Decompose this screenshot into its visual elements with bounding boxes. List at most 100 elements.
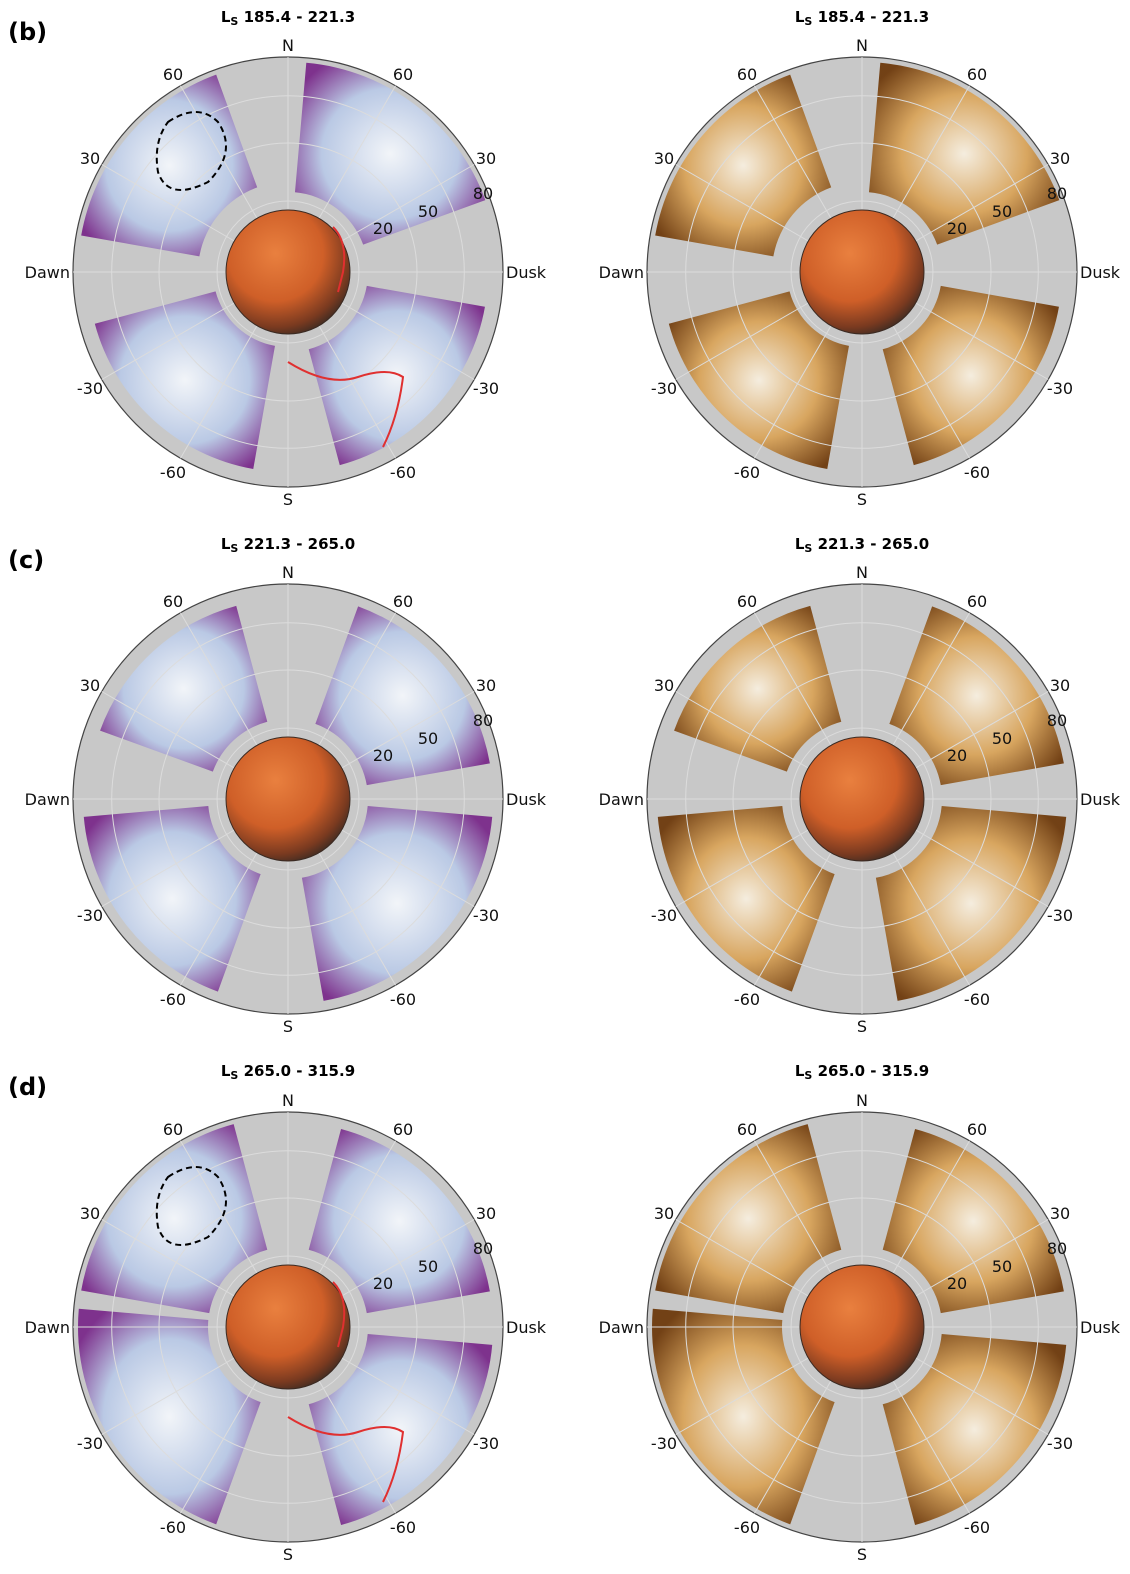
lat-tick-label: 60 [163,1120,183,1139]
radial-tick-label: 50 [992,202,1012,221]
lat-tick-label: 30 [1050,149,1070,168]
panel-title-b-right: LS 185.4 - 221.3 [795,8,929,28]
lat-tick-label: 60 [163,592,183,611]
panel-title-d-left: LS 265.0 - 315.9 [221,1062,355,1082]
axis-north-label: N [856,563,868,582]
axis-north-label: N [856,1091,868,1110]
axis-south-label: S [283,1017,293,1036]
lat-tick-label: -60 [160,463,186,482]
lat-tick-label: 60 [737,65,757,84]
axis-dusk-label: Dusk [1080,263,1121,282]
axis-north-label: N [856,36,868,55]
lat-tick-label: -30 [77,1434,103,1453]
axis-south-label: S [283,490,293,509]
lat-tick-label: 60 [393,65,413,84]
panel-title-d-right: LS 265.0 - 315.9 [795,1062,929,1082]
polar-panel-c-left: NSDawn Dusk60 6030 30-30 -30-60 -60805020 [25,563,547,1036]
axis-north-label: N [282,563,294,582]
lat-tick-label: -60 [160,990,186,1009]
lat-tick-label: 60 [967,65,987,84]
row-label-b: (b) [8,18,47,46]
lat-tick-label: 30 [654,149,674,168]
lat-tick-label: -60 [390,463,416,482]
mars-globe [800,737,924,861]
lat-tick-label: -30 [77,906,103,925]
radial-tick-label: 20 [947,746,967,765]
polar-panels: N S Dawn Dusk 60 60 30 30 -30 -30 -60 -60 80 50 20 N S Da… [25,36,1121,1564]
lat-tick-label: 60 [163,65,183,84]
polar-panel-d-left: N S Dawn Dusk 60 60 30 30 -30 -30 -60 -60 80 50 20 [25,1091,547,1564]
axis-south-label: S [857,1545,867,1564]
radial-tick-label: 50 [418,1257,438,1276]
lat-tick-label: 60 [967,1120,987,1139]
mars-globe [226,737,350,861]
radial-tick-label: 50 [992,1257,1012,1276]
radial-tick-label: 50 [418,202,438,221]
mars-globe [226,1265,350,1389]
lat-tick-label: -30 [1047,906,1073,925]
lat-tick-label: 30 [654,1204,674,1223]
mars-globe [800,210,924,334]
radial-tick-label: 80 [473,184,493,203]
lat-tick-label: 60 [737,1120,757,1139]
axis-dawn-label: Dawn [25,1318,70,1337]
panel-title-c-left: LS 221.3 - 265.0 [221,535,355,555]
radial-tick-label: 80 [1047,1239,1067,1258]
radial-tick-label: 50 [992,729,1012,748]
panel-title-c-right: LS 221.3 - 265.0 [795,535,929,555]
lat-tick-label: -60 [734,463,760,482]
lat-tick-label: -30 [651,906,677,925]
row-label-d: (d) [8,1073,47,1101]
radial-tick-label: 80 [473,711,493,730]
lat-tick-label: -30 [651,379,677,398]
radial-tick-label: 80 [1047,711,1067,730]
axis-dawn-label: Dawn [599,263,644,282]
lat-tick-label: -30 [473,906,499,925]
radial-tick-label: 80 [473,1239,493,1258]
lat-tick-label: -30 [1047,379,1073,398]
lat-tick-label: -30 [77,379,103,398]
axis-dusk-label: Dusk [506,1318,547,1337]
axis-dawn-label: Dawn [25,263,70,282]
lat-tick-label: -60 [964,1518,990,1537]
panel-title-b-left: LS 185.4 - 221.3 [221,8,355,28]
lat-tick-label: -30 [651,1434,677,1453]
lat-tick-label: -30 [473,1434,499,1453]
radial-tick-label: 50 [418,729,438,748]
axis-dawn-label: Dawn [599,790,644,809]
axis-south-label: S [283,1545,293,1564]
lat-tick-label: 60 [737,592,757,611]
lat-tick-label: -30 [1047,1434,1073,1453]
axis-dusk-label: Dusk [1080,1318,1121,1337]
lat-tick-label: -60 [390,990,416,1009]
radial-tick-label: 20 [373,1274,393,1293]
lat-tick-label: 30 [654,676,674,695]
lat-tick-label: -60 [734,1518,760,1537]
axis-north-label: N [282,1091,294,1110]
lat-tick-label: 60 [393,592,413,611]
lat-tick-label: 30 [476,149,496,168]
axis-dusk-label: Dusk [1080,790,1121,809]
lat-tick-label: -60 [964,463,990,482]
lat-tick-label: 60 [393,1120,413,1139]
lat-tick-label: -30 [473,379,499,398]
lat-tick-label: 30 [80,149,100,168]
radial-tick-label: 20 [373,219,393,238]
radial-tick-label: 80 [1047,184,1067,203]
axis-dawn-label: Dawn [25,790,70,809]
mars-globe [226,210,350,334]
lat-tick-label: 60 [967,592,987,611]
lat-tick-label: -60 [160,1518,186,1537]
polar-panel-c-right: N S Dawn Dusk 60 60 30 30 -30 -30 -60 -60 80 50 20 [599,563,1121,1036]
axis-dusk-label: Dusk [506,790,547,809]
row-label-c: (c) [8,546,44,574]
polar-panel-b-left: NSDawn Dusk60 6030 30-30 -30-60 -60805020 [25,36,547,509]
axis-dawn-label: Dawn [599,1318,644,1337]
lat-tick-label: 30 [80,676,100,695]
radial-tick-label: 20 [947,1274,967,1293]
polar-panel-b-right: N S Dawn Dusk 60 60 30 30 -30 -30 -60 -60 80 50 20 [599,36,1121,509]
lat-tick-label: 30 [1050,676,1070,695]
lat-tick-label: -60 [964,990,990,1009]
lat-tick-label: -60 [390,1518,416,1537]
